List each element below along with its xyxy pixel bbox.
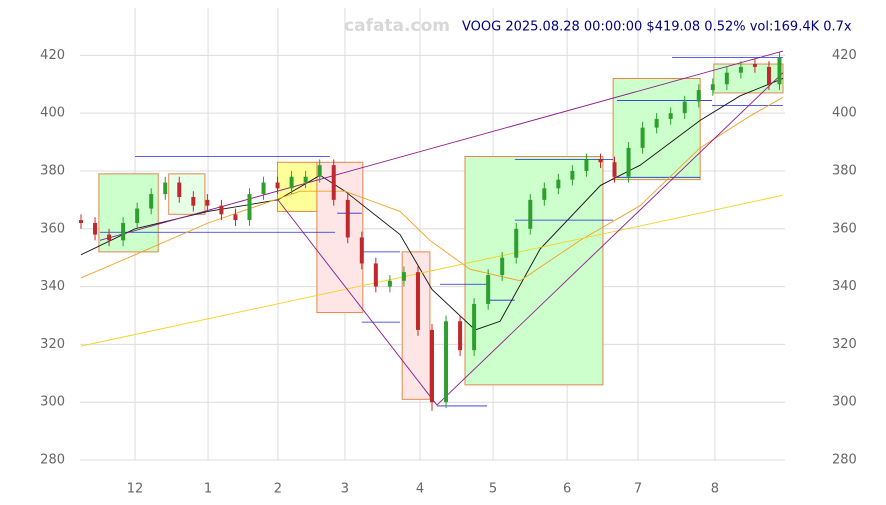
zone — [713, 63, 784, 94]
x-tick-label: 4 — [416, 482, 424, 497]
y-tick-label-right: 280 — [832, 453, 857, 468]
y-tick-label: 340 — [40, 279, 65, 294]
candle-body — [682, 101, 687, 114]
overlay-line — [436, 72, 784, 406]
y-tick-label: 380 — [40, 163, 65, 178]
candle-body — [472, 303, 477, 351]
candle-body — [191, 196, 196, 206]
y-tick-label: 400 — [40, 106, 65, 121]
zone — [277, 161, 318, 212]
x-tick-label: 12 — [127, 482, 144, 497]
y-tick-label: 420 — [40, 48, 65, 63]
candle-body — [752, 64, 757, 67]
candle-body — [107, 234, 112, 241]
candle-body — [177, 182, 182, 197]
candle-body — [584, 159, 589, 171]
candle-body — [415, 272, 420, 330]
x-tick-label: 1 — [204, 482, 212, 497]
candle-body — [163, 182, 168, 195]
candle-body — [93, 222, 98, 235]
y-tick-label: 320 — [40, 337, 65, 352]
y-tick-label: 360 — [40, 221, 65, 236]
candle-body — [430, 329, 434, 403]
candle-body — [626, 147, 631, 177]
candle-body — [387, 280, 392, 287]
candle-body — [612, 162, 617, 177]
x-tick-label: 5 — [489, 482, 497, 497]
candle-body — [598, 159, 603, 163]
overlay-line — [277, 199, 438, 406]
candle-body — [401, 272, 406, 281]
overlay-line — [99, 50, 784, 241]
y-tick-label: 300 — [40, 395, 65, 410]
candle-body — [528, 199, 533, 229]
candle-body — [275, 182, 280, 189]
x-tick-label: 8 — [711, 482, 719, 497]
y-tick-label-right: 320 — [832, 337, 857, 352]
candle-body — [233, 214, 238, 221]
candle-body — [331, 165, 336, 200]
y-tick-label: 280 — [40, 453, 65, 468]
y-tick-label-right: 420 — [832, 48, 857, 63]
overlay-line — [80, 96, 784, 282]
watermark: cafata.com — [344, 16, 450, 36]
candle-body — [654, 118, 659, 128]
candle-body — [458, 321, 463, 351]
candle-body — [121, 222, 126, 241]
chart-title: VOOG 2025.08.28 00:00:00 $419.08 0.52% v… — [462, 20, 852, 35]
candle-body — [247, 194, 252, 221]
candle-body — [766, 66, 771, 85]
candle-body — [514, 228, 519, 258]
y-tick-label-right: 360 — [832, 221, 857, 236]
x-tick-label: 3 — [341, 482, 349, 497]
x-tick-label: 7 — [634, 482, 642, 497]
candle-body — [668, 113, 673, 119]
candle-body — [556, 179, 561, 189]
zone — [464, 156, 604, 386]
candle-body — [710, 84, 715, 91]
candle-body — [135, 208, 140, 223]
y-tick-label-right: 340 — [832, 279, 857, 294]
overlay-line — [80, 194, 784, 347]
candle-body — [219, 205, 224, 215]
candle-body — [542, 188, 547, 200]
y-tick-label-right: 300 — [832, 395, 857, 410]
candle-body — [570, 170, 575, 180]
candle-body — [79, 220, 83, 223]
zone — [168, 173, 206, 215]
candle-body — [724, 72, 729, 85]
candle-body — [640, 127, 645, 148]
y-tick-label-right: 380 — [832, 163, 857, 178]
candle-body — [303, 176, 308, 183]
x-tick-label: 2 — [274, 482, 282, 497]
y-tick-label-right: 400 — [832, 106, 857, 121]
candle-body — [289, 176, 294, 189]
candle-body — [373, 263, 378, 287]
candle-body — [696, 90, 701, 102]
candle-body — [205, 199, 210, 206]
candle-body — [345, 199, 350, 238]
candle-body — [500, 257, 505, 276]
candle-body — [149, 194, 154, 209]
overlay-line — [80, 78, 784, 331]
candle-body — [486, 275, 491, 304]
candle-body — [359, 237, 364, 264]
candle-body — [777, 58, 782, 85]
candle-body — [317, 165, 322, 177]
candle-body — [261, 182, 266, 195]
candle-body — [738, 66, 743, 73]
x-tick-label: 6 — [563, 482, 571, 497]
candle-body — [444, 321, 449, 403]
